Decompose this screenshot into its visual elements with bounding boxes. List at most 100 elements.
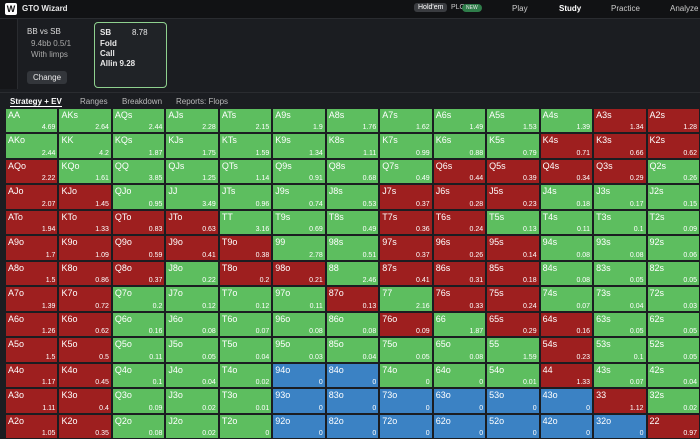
hand-cell[interactable]: 33 1.12 [593, 388, 647, 414]
hand-cell[interactable]: 98s 0.51 [325, 235, 380, 261]
hand-cell[interactable]: 98o 0.21 [272, 260, 326, 287]
hand-cell[interactable]: A6s 1.49 [432, 108, 487, 134]
tab[interactable]: Reports: Flops [176, 97, 229, 106]
hand-cell[interactable]: K7s 0.99 [379, 133, 433, 159]
hand-cell[interactable]: JJ 3.49 [165, 184, 219, 210]
hand-cell[interactable]: K9s 1.34 [272, 133, 326, 159]
hand-cell[interactable]: K2s 0.62 [646, 133, 700, 159]
hand-cell[interactable]: AKo 2.44 [5, 133, 59, 159]
hand-cell[interactable]: TT 3.16 [218, 209, 273, 236]
hand-cell[interactable]: 73o 0 [379, 388, 433, 414]
tab[interactable]: Ranges [80, 97, 108, 106]
hand-cell[interactable]: 65s 0.29 [486, 311, 540, 338]
hand-cell[interactable]: 84o 0 [325, 362, 380, 389]
hand-cell[interactable]: AKs 2.64 [58, 108, 112, 134]
hand-cell[interactable]: AJo 2.07 [5, 184, 59, 210]
hand-cell[interactable]: A3s 1.34 [593, 108, 647, 134]
hand-cell[interactable]: 73s 0.04 [593, 286, 647, 312]
hand-cell[interactable]: 66 1.87 [432, 311, 487, 338]
hand-cell[interactable]: A6o 1.26 [5, 311, 59, 338]
hand-cell[interactable]: 93o 0 [272, 388, 326, 414]
hand-cell[interactable]: 95o 0.03 [272, 337, 326, 363]
hand-cell[interactable]: Q2s 0.26 [646, 158, 700, 185]
hand-cell[interactable]: AJs 2.28 [165, 108, 219, 134]
hand-cell[interactable]: KK 4.2 [58, 133, 112, 159]
hand-cell[interactable]: Q5s 0.39 [486, 158, 540, 185]
hand-cell[interactable]: Q3o 0.09 [111, 388, 166, 414]
hand-cell[interactable]: A8o 1.5 [5, 260, 59, 287]
hand-cell[interactable]: J7o 0.12 [165, 286, 219, 312]
hand-cell[interactable]: A9o 1.7 [5, 235, 59, 261]
hand-cell[interactable]: A4o 1.17 [5, 362, 59, 389]
hand-cell[interactable]: 62o 0 [432, 413, 487, 439]
hand-cell[interactable]: 86s 0.31 [432, 260, 487, 287]
hand-cell[interactable]: T4s 0.11 [539, 209, 594, 236]
hand-cell[interactable]: KJs 1.75 [165, 133, 219, 159]
hand-cell[interactable]: 54s 0.23 [539, 337, 594, 363]
hand-cell[interactable]: 92o 0 [272, 413, 326, 439]
hand-cell[interactable]: T2o 0 [218, 413, 273, 439]
hand-cell[interactable]: 84s 0.08 [539, 260, 594, 287]
hand-cell[interactable]: 76s 0.33 [432, 286, 487, 312]
hand-cell[interactable]: 52s 0.05 [646, 337, 700, 363]
hand-cell[interactable]: 72s 0.03 [646, 286, 700, 312]
hand-cell[interactable]: K3s 0.66 [593, 133, 647, 159]
hand-cell[interactable]: 43s 0.07 [593, 362, 647, 389]
hand-cell[interactable]: 32s 0.02 [646, 388, 700, 414]
hand-cell[interactable]: 88 2.46 [325, 260, 380, 287]
hand-cell[interactable]: KQs 1.87 [111, 133, 166, 159]
nav-link[interactable]: Study [559, 4, 582, 13]
hand-cell[interactable]: A8s 1.76 [325, 108, 380, 134]
hand-cell[interactable]: J2o 0.02 [165, 413, 219, 439]
hand-cell[interactable]: K6o 0.62 [58, 311, 112, 338]
hand-cell[interactable]: 63s 0.05 [593, 311, 647, 338]
nav-link[interactable]: Analyze [670, 4, 699, 13]
hand-cell[interactable]: 32o 0 [593, 413, 647, 439]
hand-cell[interactable]: 85s 0.18 [486, 260, 540, 287]
node-card[interactable]: SB 8.78 Fold Call Allin 9.28 [94, 22, 167, 88]
hand-cell[interactable]: 75s 0.24 [486, 286, 540, 312]
game-tab[interactable]: PLO [451, 4, 466, 11]
hand-cell[interactable]: KTs 1.59 [218, 133, 273, 159]
hand-cell[interactable]: JTs 0.96 [218, 184, 273, 210]
hand-cell[interactable]: T2s 0.09 [646, 209, 700, 236]
tab[interactable]: Breakdown [122, 97, 163, 106]
hand-cell[interactable]: Q9s 0.91 [272, 158, 326, 185]
hand-cell[interactable]: T3s 0.1 [593, 209, 647, 236]
hand-cell[interactable]: AQo 2.22 [5, 158, 59, 185]
hand-cell[interactable]: Q8o 0.37 [111, 260, 166, 287]
hand-cell[interactable]: J8s 0.53 [325, 184, 380, 210]
hand-cell[interactable]: 99 2.78 [272, 235, 326, 261]
hand-cell[interactable]: 64o 0 [432, 362, 487, 389]
hand-cell[interactable]: Q3s 0.29 [593, 158, 647, 185]
hand-cell[interactable]: 43o 0 [539, 388, 594, 414]
hand-cell[interactable]: Q7s 0.49 [379, 158, 433, 185]
hand-cell[interactable]: 82o 0 [325, 413, 380, 439]
nav-link[interactable]: Practice [611, 4, 640, 13]
hand-cell[interactable]: 95s 0.14 [486, 235, 540, 261]
hand-cell[interactable]: J4s 0.18 [539, 184, 594, 210]
hand-cell[interactable]: K2o 0.35 [58, 413, 112, 439]
hand-cell[interactable]: T3o 0.01 [218, 388, 273, 414]
hand-cell[interactable]: 54o 0.01 [486, 362, 540, 389]
hand-cell[interactable]: 94o 0 [272, 362, 326, 389]
hand-cell[interactable]: 87s 0.41 [379, 260, 433, 287]
hand-cell[interactable]: T9o 0.38 [218, 235, 273, 261]
hand-cell[interactable]: 97s 0.37 [379, 235, 433, 261]
hand-cell[interactable]: 42o 0 [539, 413, 594, 439]
hand-cell[interactable]: 44 1.33 [539, 362, 594, 389]
hand-cell[interactable]: ATs 2.15 [218, 108, 273, 134]
hand-cell[interactable]: J8o 0.22 [165, 260, 219, 287]
hand-cell[interactable]: 72o 0 [379, 413, 433, 439]
hand-cell[interactable]: Q8s 0.68 [325, 158, 380, 185]
hand-cell[interactable]: 42s 0.04 [646, 362, 700, 389]
hand-cell[interactable]: Q4o 0.1 [111, 362, 166, 389]
hand-cell[interactable]: KJo 1.45 [58, 184, 112, 210]
hand-cell[interactable]: J4o 0.04 [165, 362, 219, 389]
hand-cell[interactable]: 75o 0.05 [379, 337, 433, 363]
hand-cell[interactable]: K8o 0.86 [58, 260, 112, 287]
hand-cell[interactable]: 87o 0.13 [325, 286, 380, 312]
hand-cell[interactable]: A5s 1.53 [486, 108, 540, 134]
hand-cell[interactable]: Q7o 0.2 [111, 286, 166, 312]
tab[interactable]: Strategy + EV [10, 97, 62, 107]
